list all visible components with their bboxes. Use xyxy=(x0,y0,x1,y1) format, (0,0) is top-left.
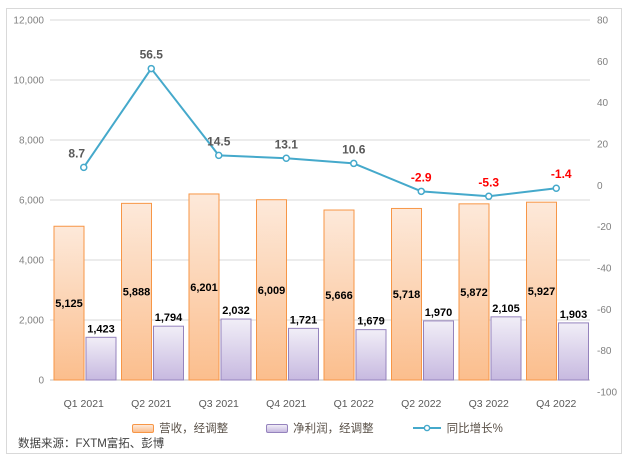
growth-point-label: -1.4 xyxy=(551,167,572,181)
revenue-bar-label: 5,927 xyxy=(528,286,556,298)
revenue-bar xyxy=(188,193,220,381)
profit-bar-label: 1,679 xyxy=(357,316,385,328)
profit-bar xyxy=(558,322,589,381)
revenue-bar xyxy=(458,203,490,381)
growth-point-label: 8.7 xyxy=(68,146,85,160)
revenue-legend-swatch-icon xyxy=(132,423,155,433)
revenue-bar-label: 5,872 xyxy=(460,287,488,299)
x-axis-label: Q3 2021 xyxy=(199,398,239,410)
legend-item-revenue: 营收，经调整 xyxy=(132,420,228,436)
profit-bar-label: 2,105 xyxy=(492,303,520,315)
revenue-bar-label: 5,125 xyxy=(55,298,83,310)
profit-bar xyxy=(355,329,387,381)
profit-bar-label: 1,423 xyxy=(87,323,115,335)
profit-legend-swatch-icon xyxy=(266,423,289,433)
growth-marker xyxy=(485,192,493,201)
profit-bar-label: 1,970 xyxy=(425,307,453,319)
growth-point-label: 14.5 xyxy=(207,134,231,148)
right-axis-tick-label: 20 xyxy=(597,140,609,151)
left-axis-tick-label: 2,000 xyxy=(19,316,44,327)
profit-bar xyxy=(153,325,184,381)
profit-bar xyxy=(288,327,319,381)
revenue-bar xyxy=(121,202,152,381)
profit-bar xyxy=(85,336,117,381)
revenue-bar-label: 6,201 xyxy=(190,282,218,294)
chart-legend: 营收，经调整 净利润，经调整 同比增长% xyxy=(0,420,635,436)
x-axis-label: Q1 2022 xyxy=(334,398,374,410)
x-axis-label: Q1 2021 xyxy=(64,398,104,410)
growth-marker xyxy=(417,187,425,196)
revenue-bar xyxy=(53,225,85,381)
profit-bar-label: 2,032 xyxy=(222,305,250,317)
right-axis-tick-label: 40 xyxy=(597,98,609,109)
right-axis-tick-label: -80 xyxy=(597,346,612,357)
x-axis-label: Q2 2021 xyxy=(131,398,171,410)
growth-line xyxy=(82,67,558,198)
legend-label-growth: 同比增长% xyxy=(446,423,503,435)
legend-item-growth: 同比增长% xyxy=(412,420,503,436)
growth-marker xyxy=(552,184,560,192)
growth-point-label: 13.1 xyxy=(275,137,299,151)
right-axis-tick-label: 0 xyxy=(597,181,603,192)
profit-bar xyxy=(490,316,522,381)
revenue-bar xyxy=(256,199,287,381)
right-axis-tick-label: 60 xyxy=(597,57,609,68)
left-axis-tick-label: 10,000 xyxy=(13,76,44,87)
legend-label-profit: 净利润，经调整 xyxy=(293,423,374,435)
growth-point-label: 56.5 xyxy=(140,48,164,62)
profit-bar xyxy=(220,318,252,381)
revenue-bar xyxy=(323,209,355,381)
x-axis-label: Q3 2022 xyxy=(469,398,509,410)
left-axis-tick-label: 0 xyxy=(38,376,44,387)
growth-point-label: -5.3 xyxy=(478,175,499,189)
revenue-bar-label: 5,888 xyxy=(123,287,151,299)
revenue-bar-label: 5,666 xyxy=(325,290,353,302)
profit-bar-label: 1,794 xyxy=(155,312,183,324)
growth-legend-swatch-icon xyxy=(412,423,442,433)
x-axis-label: Q4 2021 xyxy=(266,398,306,410)
growth-marker xyxy=(147,64,155,73)
source-note: 数据来源：FXTM富拓、彭博 xyxy=(18,438,165,450)
profit-bar xyxy=(423,320,454,381)
profit-bar-label: 1,721 xyxy=(290,314,318,326)
left-axis-tick-label: 4,000 xyxy=(19,256,44,267)
growth-point-label: 10.6 xyxy=(342,142,366,156)
left-axis-tick-label: 6,000 xyxy=(19,196,44,207)
left-axis-tick-label: 12,000 xyxy=(13,16,44,27)
profit-bar-label: 1,903 xyxy=(560,309,588,321)
x-axis-label: Q2 2022 xyxy=(401,398,441,410)
legend-label-revenue: 营收，经调整 xyxy=(159,423,229,435)
right-axis-tick-label: -100 xyxy=(597,388,617,399)
legend-item-profit: 净利润，经调整 xyxy=(266,420,374,436)
right-axis-tick-label: 80 xyxy=(597,16,609,27)
revenue-bar-label: 5,718 xyxy=(393,289,421,301)
revenue-bar xyxy=(391,207,422,381)
revenue-bar xyxy=(526,201,557,381)
right-axis-tick-label: -40 xyxy=(597,264,612,275)
x-axis-label: Q4 2022 xyxy=(536,398,576,410)
right-axis-tick-label: -20 xyxy=(597,222,612,233)
revenue-bar-label: 6,009 xyxy=(258,285,286,297)
growth-marker xyxy=(350,159,358,168)
growth-point-label: -2.9 xyxy=(411,170,432,184)
growth-marker xyxy=(80,163,88,172)
right-axis-tick-label: -60 xyxy=(597,305,612,316)
growth-marker xyxy=(215,151,223,160)
growth-marker xyxy=(282,154,290,163)
left-axis-tick-label: 8,000 xyxy=(19,136,44,147)
